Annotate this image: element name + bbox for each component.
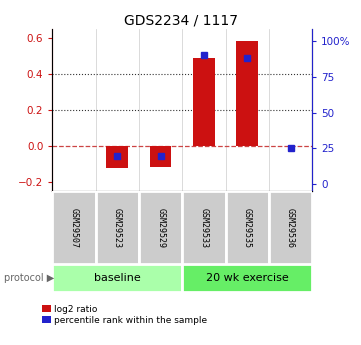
Text: GSM29535: GSM29535 [243,208,252,248]
Bar [182,264,312,292]
Text: GSM29536: GSM29536 [286,208,295,248]
Bar [226,191,269,264]
Bar [106,146,128,168]
Bar [182,191,226,264]
Legend: log2 ratio, percentile rank within the sample: log2 ratio, percentile rank within the s… [43,305,207,325]
Bar [139,191,182,264]
Text: protocol ▶: protocol ▶ [4,273,54,283]
Bar [52,191,96,264]
Bar [150,146,171,167]
Text: 20 wk exercise: 20 wk exercise [206,273,289,283]
Text: GDS2234 / 1117: GDS2234 / 1117 [123,14,238,28]
Bar [96,191,139,264]
Text: baseline: baseline [94,273,141,283]
Bar [193,58,215,146]
Text: GSM29507: GSM29507 [70,208,78,248]
Text: GSM29529: GSM29529 [156,208,165,248]
Bar [269,191,312,264]
Text: GSM29533: GSM29533 [200,208,208,248]
Bar [52,264,182,292]
Text: GSM29523: GSM29523 [113,208,122,248]
Bar [236,41,258,146]
